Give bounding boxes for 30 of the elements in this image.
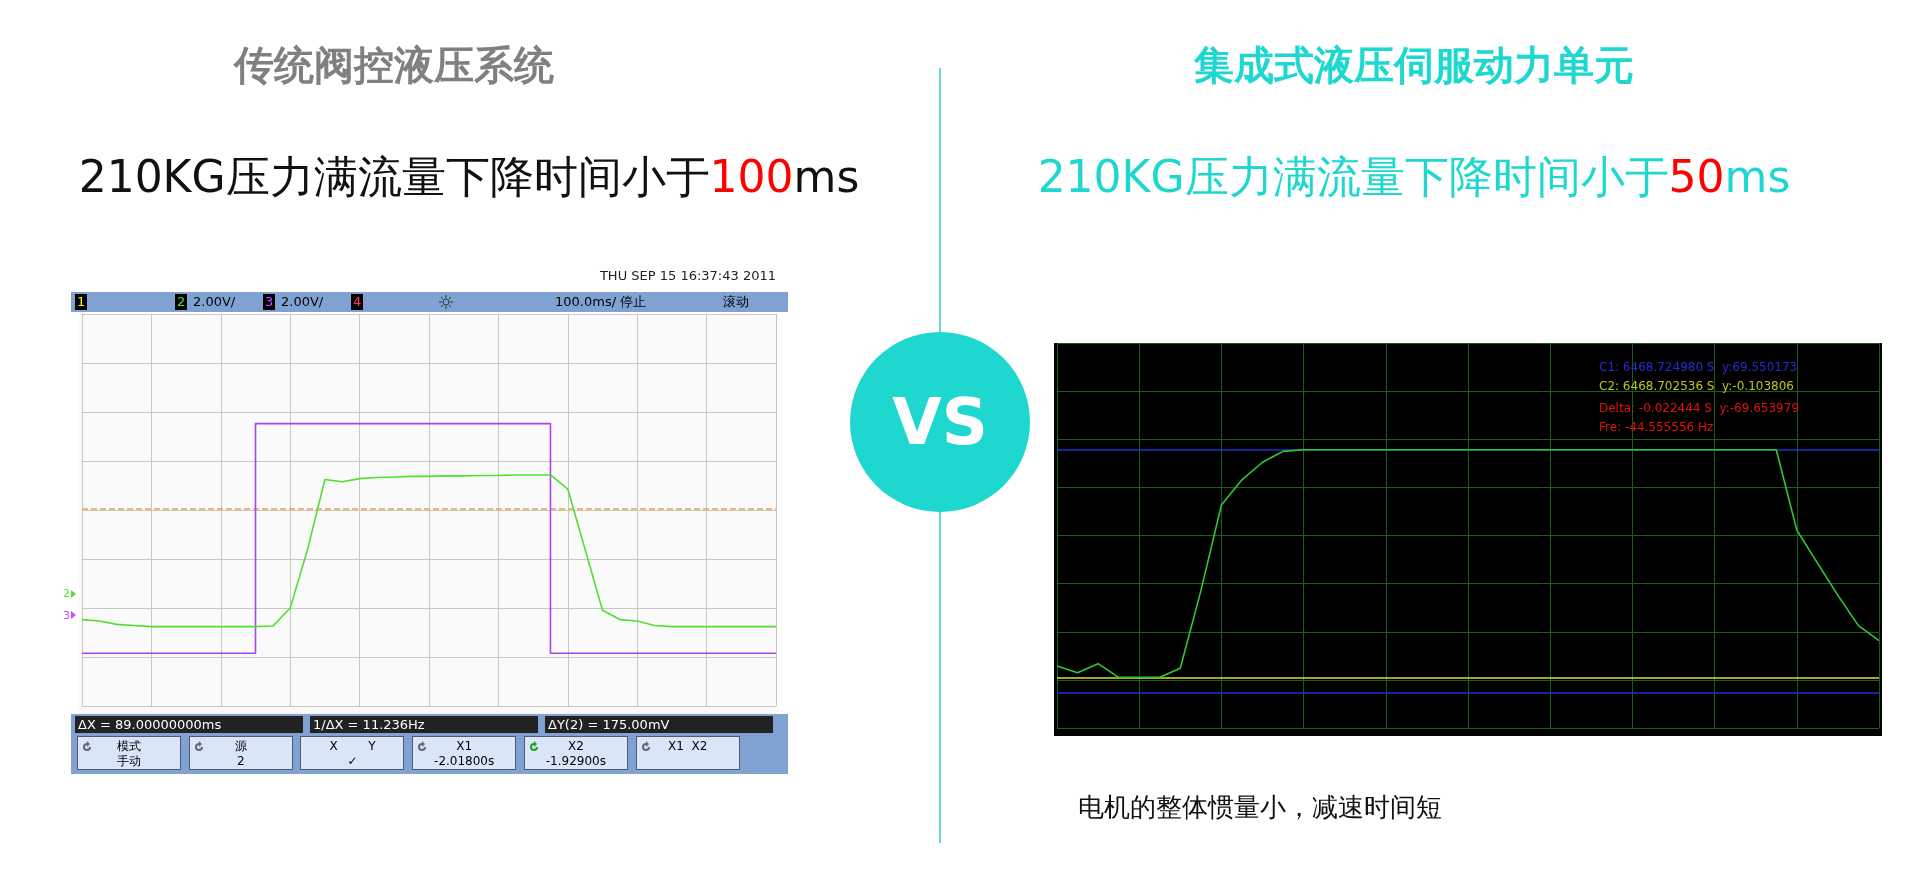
text: Delta: -0.022444 S y:-69.653979 xyxy=(1599,401,1800,415)
text: 1/ΔX = 11.236Hz xyxy=(310,716,538,733)
text: C1: 6468.724980 S y:69.550173 xyxy=(1599,360,1798,374)
chart-title: 集成式液压伺服动力单元 xyxy=(1193,41,1635,90)
text: 100.0ms/ xyxy=(555,294,617,310)
text: ΔY(2) = 175.00mV xyxy=(545,716,773,733)
text: 源 2 xyxy=(188,736,293,770)
text: ΔX = 89.00000000ms xyxy=(75,716,303,733)
text: 滚动 xyxy=(723,294,749,310)
text: X Y ✓ xyxy=(300,736,405,770)
text: 电机的整体惯量小，减速时间短 xyxy=(1078,791,1442,824)
text: VS xyxy=(892,385,988,459)
text: X2 -1.92900s xyxy=(523,736,628,770)
text: 2.00V/ xyxy=(281,294,324,310)
chart-subtitle: 210KG压力满流量下降时间小于100ms xyxy=(78,151,860,202)
text: C2: 6468.702536 S y:-0.103806 xyxy=(1599,379,1794,393)
channel-badge: 4 xyxy=(351,294,364,310)
text: X1 -2.01800s xyxy=(412,736,517,770)
text: 停止 xyxy=(620,294,646,310)
text: 2.00V/ xyxy=(193,294,236,310)
text: 模式 xyxy=(117,739,141,753)
chart-subtitle: 210KG压力满流量下降时间小于50ms xyxy=(1037,151,1791,202)
channel-badge: 2 xyxy=(175,294,188,310)
chart-title: 传统阀控液压系统 xyxy=(232,41,555,90)
text: X1 X2 xyxy=(635,736,740,770)
text: Fre: -44.555556 Hz xyxy=(1599,420,1714,434)
channel-badge: 3 xyxy=(263,294,276,310)
channel-badge: 1 xyxy=(75,294,88,310)
text: THU SEP 15 16:37:43 2011 xyxy=(599,268,776,283)
text: 手动 xyxy=(117,754,141,768)
